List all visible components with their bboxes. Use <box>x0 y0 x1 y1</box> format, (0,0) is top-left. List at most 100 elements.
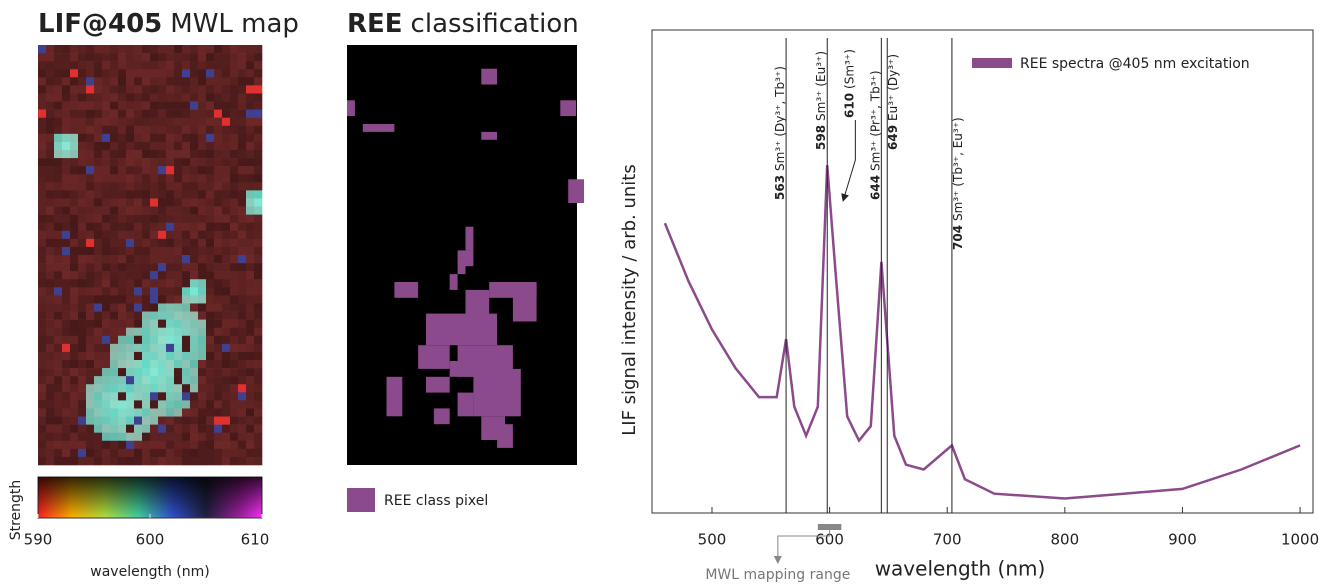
map-pixel <box>70 109 79 118</box>
map-pixel <box>254 424 263 433</box>
map-pixel <box>110 384 119 393</box>
map-pixel <box>110 424 119 433</box>
map-pixel <box>102 158 111 167</box>
map-pixel <box>174 125 183 135</box>
map-pixel <box>230 125 239 135</box>
map-pixel <box>38 238 47 248</box>
map-pixel <box>166 101 175 110</box>
map-pixel <box>46 448 55 458</box>
map-pixel <box>238 45 247 54</box>
map-pixel <box>206 109 215 118</box>
map-pixel <box>54 101 63 110</box>
map-pixel <box>62 343 71 353</box>
map-pixel <box>238 303 247 312</box>
map-pixel <box>174 327 183 337</box>
map-pixel <box>214 424 223 433</box>
map-pixel <box>254 456 263 466</box>
map-pixel <box>102 141 111 151</box>
map-pixel <box>94 93 103 102</box>
map-pixel <box>198 432 207 442</box>
map-pixel <box>126 263 135 272</box>
map-pixel <box>158 150 167 159</box>
map-pixel <box>150 295 159 304</box>
map-pixel <box>174 295 183 304</box>
map-pixel <box>142 303 151 312</box>
map-pixel <box>38 150 47 159</box>
map-pixel <box>230 335 239 345</box>
map-pixel <box>190 93 199 102</box>
map-pixel <box>62 117 71 127</box>
map-pixel <box>174 416 183 425</box>
map-pixel <box>190 351 199 361</box>
peak-label: (Sm³⁺) <box>842 49 856 89</box>
map-pixel <box>46 101 55 110</box>
map-pixel <box>150 182 159 191</box>
map-pixel <box>134 93 143 102</box>
map-pixel <box>110 432 119 442</box>
map-pixel <box>206 206 215 215</box>
map-pixel <box>182 45 191 54</box>
map-pixel <box>238 190 247 199</box>
map-pixel <box>142 230 151 240</box>
map-pixel <box>150 230 159 240</box>
map-pixel <box>230 61 239 70</box>
map-pixel <box>110 271 119 280</box>
map-pixel <box>62 456 71 466</box>
map-pixel <box>54 206 63 215</box>
map-pixel <box>230 303 239 312</box>
class-pixels <box>512 289 537 322</box>
map-pixel <box>246 141 255 151</box>
map-pixel <box>102 255 111 264</box>
map-pixel <box>174 432 183 442</box>
map-pixel <box>238 109 247 118</box>
map-pixel <box>94 432 103 442</box>
map-pixel <box>142 319 151 328</box>
map-pixel <box>214 198 223 207</box>
map-pixel <box>182 384 191 393</box>
map-pixel <box>214 174 223 183</box>
map-pixel <box>246 255 255 264</box>
map-pixel <box>158 311 167 320</box>
map-pixel <box>62 166 71 175</box>
map-pixel <box>238 182 247 191</box>
map-pixel <box>102 190 111 199</box>
map-pixel <box>118 125 127 135</box>
map-pixel <box>46 109 55 118</box>
map-pixel <box>254 360 263 369</box>
map-pixel <box>166 174 175 183</box>
map-pixel <box>182 109 191 118</box>
map-pixel <box>142 392 151 401</box>
map-pixel <box>102 246 111 256</box>
map-pixel <box>46 416 55 425</box>
map-pixel <box>246 408 255 417</box>
map-pixel <box>118 368 127 377</box>
map-pixel <box>126 93 135 102</box>
map-pixel <box>142 335 151 345</box>
peak-annotation: 563Sm³⁺ (Dy³⁺, Tb³⁺) <box>773 66 787 200</box>
map-pixel <box>102 456 111 466</box>
map-pixel <box>206 166 215 175</box>
map-pixel <box>174 376 183 385</box>
map-pixel <box>190 400 199 409</box>
map-pixel <box>70 45 79 54</box>
class-pixels <box>394 282 419 298</box>
map-pixel <box>118 182 127 191</box>
map-pixel <box>150 448 159 458</box>
map-pixel <box>198 263 207 272</box>
map-pixel <box>158 343 167 353</box>
map-pixel <box>246 319 255 328</box>
map-pixel <box>142 311 151 320</box>
map-pixel <box>190 69 199 78</box>
map-pixel <box>174 150 183 159</box>
map-pixel <box>110 400 119 409</box>
map-pixel <box>86 392 95 401</box>
map-pixel <box>254 53 263 62</box>
map-pixel <box>86 222 95 232</box>
map-pixel <box>54 279 63 288</box>
map-pixel <box>174 190 183 199</box>
map-pixel <box>222 271 231 280</box>
map-pixel <box>174 238 183 248</box>
map-pixel <box>150 392 159 401</box>
map-pixel <box>54 295 63 304</box>
map-pixel <box>134 198 143 207</box>
